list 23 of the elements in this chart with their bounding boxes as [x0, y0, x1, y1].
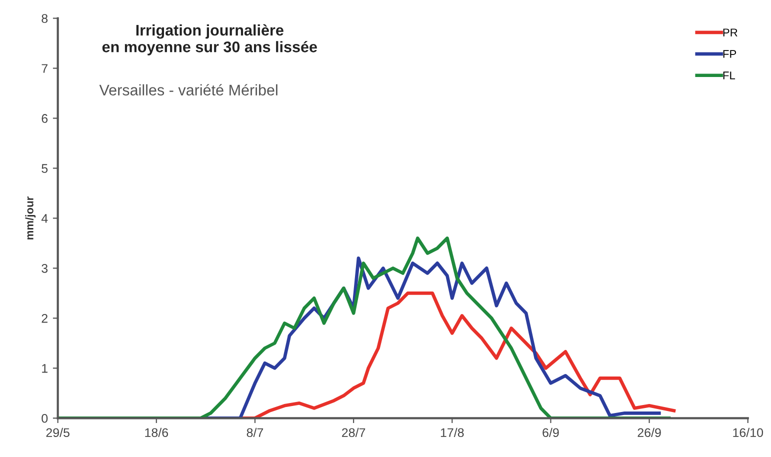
text: Versailles - variété Méribel: [99, 84, 278, 96]
x-tick-label: 28/7: [342, 428, 366, 438]
x-tick-label: 17/8: [440, 428, 464, 438]
y-tick-label: 7: [42, 64, 48, 73]
y-tick-label: 6: [42, 114, 48, 123]
x-tick-label: 29/5: [46, 428, 70, 438]
y-tick-label: 5: [42, 164, 48, 173]
legend-label: FL: [723, 72, 736, 80]
x-tick-label: 18/6: [145, 428, 168, 438]
y-tick-label: 1: [42, 364, 48, 373]
y-tick-label: 0: [42, 414, 48, 423]
legend-label: FP: [723, 50, 736, 58]
y-axis-title: mm/jour: [25, 196, 36, 240]
y-tick-label: 2: [42, 314, 48, 323]
y-tick-label: 4: [41, 214, 48, 223]
y-tick-label: 3: [42, 264, 48, 273]
x-tick-label: 8/7: [246, 428, 264, 438]
x-tick-label: 16/10: [733, 428, 764, 438]
legend-label: PR: [723, 28, 738, 36]
y-tick-label: 8: [42, 14, 48, 23]
x-tick-label: 26/9: [638, 428, 661, 438]
text: Irrigation journalière en moyenne sur 30 ans lissée: [102, 24, 317, 56]
x-tick-label: 6/9: [542, 428, 559, 438]
